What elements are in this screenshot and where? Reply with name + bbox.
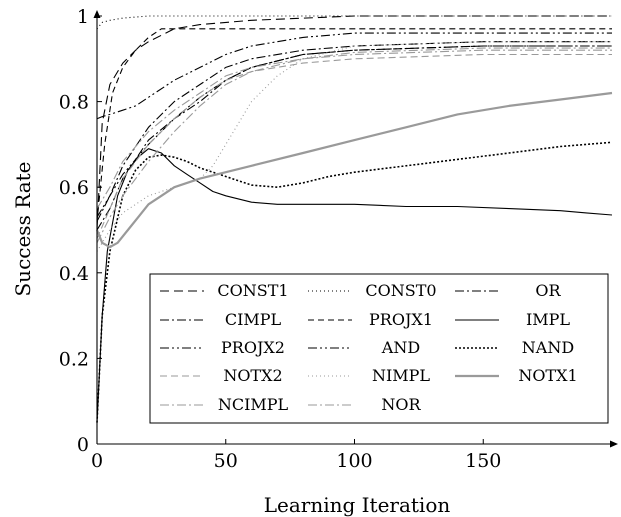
series-line-and <box>96 45 612 218</box>
y-tick-label: 0.4 <box>59 263 89 285</box>
y-axis-arrow <box>93 10 101 18</box>
y-axis-label: Success Rate <box>11 161 35 296</box>
series-line-const1 <box>96 15 612 231</box>
series-layer <box>95 15 613 423</box>
y-tick-label: 0.8 <box>59 92 89 114</box>
series-line-ncimpl <box>96 49 612 244</box>
series-line-notx1 <box>95 91 613 249</box>
legend-label-notx2: NOTX2 <box>223 366 282 385</box>
series-line-projx2 <box>96 32 612 120</box>
legend-label-const0: CONST0 <box>365 281 436 300</box>
series-line-nimpl <box>96 41 612 252</box>
x-tick-label: 0 <box>91 450 103 472</box>
legend-label-cimpl: CIMPL <box>225 310 282 329</box>
series-line-nand <box>96 141 613 423</box>
legend: CONST1 CONST0 OR CIMPL PROJX1 IMPL PROJX2 AND NA… <box>149 273 609 424</box>
x-tick-label: 150 <box>465 450 501 472</box>
y-tick-label: 0.6 <box>59 177 89 199</box>
ticks: 0 0.2 0.4 0.6 0.8 1 0 50 100 150 <box>59 6 502 472</box>
legend-label-impl: IMPL <box>526 310 570 329</box>
legend-label-ncimpl: NCIMPL <box>218 395 289 414</box>
x-axis-arrow <box>610 440 618 448</box>
legend-box <box>149 273 609 424</box>
legend-label-nor: NOR <box>381 395 421 414</box>
legend-label-projx2: PROJX2 <box>221 338 285 357</box>
x-axis-label: Learning Iteration <box>264 493 451 517</box>
legend-label-nimpl: NIMPL <box>372 366 430 385</box>
series-line-cimpl <box>96 41 612 222</box>
series-line-nor <box>96 47 612 209</box>
x-tick-label: 50 <box>214 450 238 472</box>
series-line-impl <box>96 148 613 423</box>
legend-label-const1: CONST1 <box>217 281 288 300</box>
y-tick-label: 0.2 <box>59 348 89 370</box>
legend-label-projx1: PROJX1 <box>369 310 433 329</box>
legend-label-notx1: NOTX1 <box>518 366 577 385</box>
legend-label-nand: NAND <box>522 338 574 357</box>
series-line-or <box>96 45 612 231</box>
y-tick-label: 0 <box>77 434 89 456</box>
x-tick-label: 100 <box>336 450 372 472</box>
y-tick-label: 1 <box>77 6 89 28</box>
series-line-projx1 <box>96 28 612 222</box>
legend-label-or: OR <box>535 281 561 300</box>
series-line-notx2 <box>96 53 612 239</box>
series-line-const0 <box>96 15 612 30</box>
legend-label-and: AND <box>381 338 420 357</box>
